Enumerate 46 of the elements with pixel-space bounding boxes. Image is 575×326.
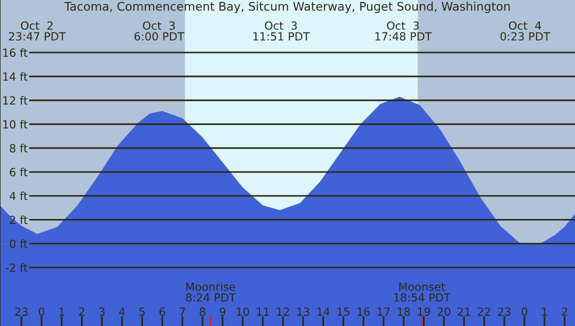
y-tick-label: 2 ft: [10, 216, 28, 224]
x-tick-label: 0: [38, 307, 44, 316]
annotation: Oct 3 17:48 PDT: [375, 21, 432, 41]
x-tick-label: 18: [398, 307, 410, 316]
y-tick-label: 6 ft: [10, 168, 28, 176]
ref-line-label: Moonrise 8:24 PDT: [186, 282, 236, 302]
x-tick-label: 15: [337, 308, 350, 316]
annotation: Oct 2 23:47 PDT: [9, 21, 66, 41]
x-tick-label: 2: [79, 307, 84, 316]
x-tick-label: 1: [542, 308, 547, 316]
x-tick-label: 16: [358, 307, 370, 316]
ref-line-label: Moonset 18:54 PDT: [394, 282, 451, 302]
x-tick-label: 10: [236, 307, 250, 316]
annotation: Oct 4 0:23 PDT: [500, 21, 550, 41]
x-tick-label: 7: [180, 308, 185, 316]
x-tick-label: 20: [438, 307, 450, 316]
x-tick-label: 17: [378, 308, 390, 316]
x-tick-label: 9: [220, 307, 226, 316]
x-tick-label: 11: [257, 308, 269, 316]
x-tick-label: 22: [478, 307, 490, 316]
x-tick-label: 4: [119, 308, 125, 316]
y-tick-label: 16 ft: [3, 48, 28, 57]
x-tick-label: 13: [297, 307, 310, 316]
chart-title: Tacoma, Commencement Bay, Sitcum Waterway, Puget Sound, Washington: [64, 2, 510, 14]
x-tick-label: 3: [99, 307, 105, 316]
y-tick-label: -2 ft: [6, 263, 28, 272]
x-tick-label: 2: [562, 307, 568, 316]
y-tick-label: 12 ft: [3, 96, 28, 105]
x-tick-label: 8: [200, 307, 206, 316]
x-tick-label: 5: [139, 308, 145, 316]
x-tick-label: 23: [15, 307, 28, 316]
y-tick-label: 8 ft: [10, 144, 28, 152]
x-tick-label: 6: [160, 307, 166, 316]
y-tick-label: 0 ft: [10, 239, 28, 248]
x-tick-label: 23: [498, 307, 510, 316]
y-tick-label: 10 ft: [3, 120, 28, 129]
x-tick-label: 14: [317, 308, 330, 316]
y-tick-label: 4 ft: [10, 192, 28, 200]
x-tick-label: 21: [458, 307, 470, 316]
x-tick-label: 1: [59, 308, 64, 316]
x-tick-label: 12: [277, 307, 289, 316]
annotation: Oct 3 11:51 PDT: [253, 21, 310, 41]
x-tick-label: 19: [418, 307, 430, 316]
y-tick-label: 14 ft: [3, 72, 28, 81]
annotation: Oct 3 6:00 PDT: [134, 21, 184, 41]
x-tick-label: 0: [522, 307, 528, 316]
